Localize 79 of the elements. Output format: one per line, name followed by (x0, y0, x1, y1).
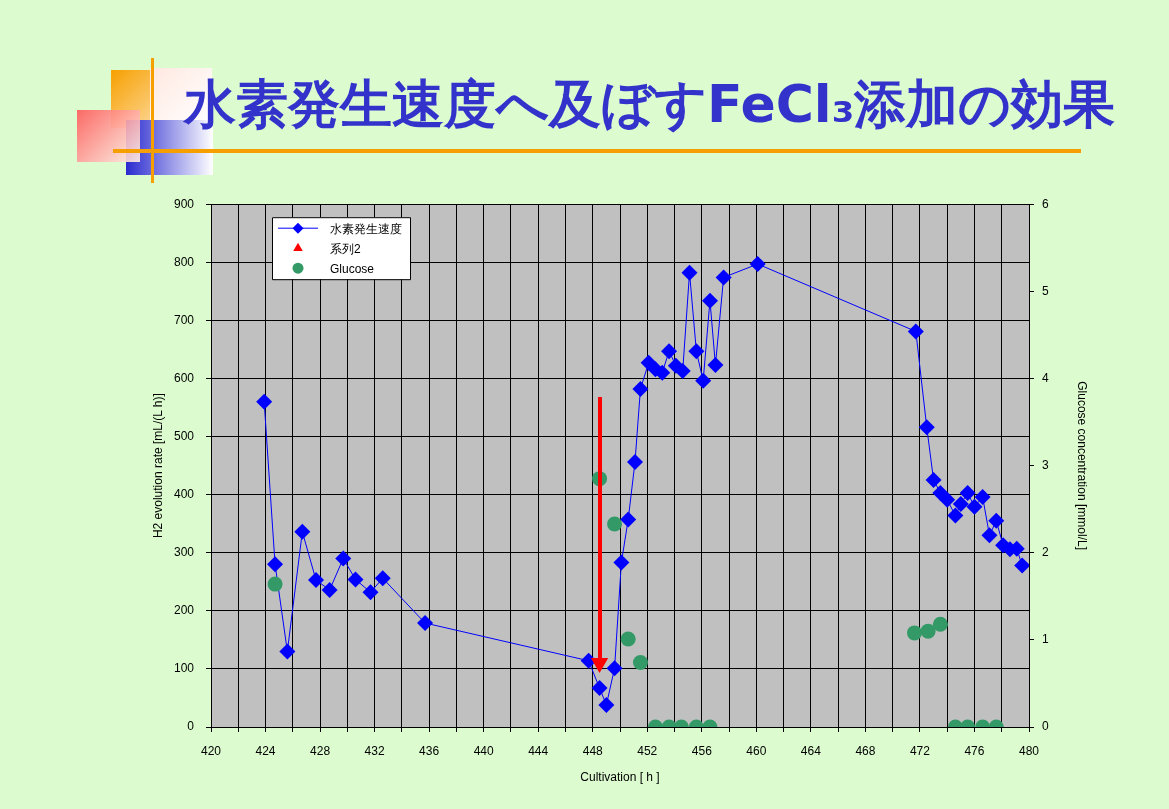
legend-label: 系列2 (330, 241, 361, 256)
point (701, 292, 718, 309)
y-tick-label: 700 (173, 312, 195, 327)
y2-tick-label: 0 (1042, 719, 1049, 734)
y2-tick-label: 4 (1042, 370, 1049, 385)
point (256, 393, 273, 410)
point (598, 696, 615, 713)
y2-tick-label: 2 (1042, 545, 1049, 560)
point (695, 372, 712, 389)
point (374, 570, 391, 587)
point (632, 380, 649, 397)
y-tick-label: 0 (187, 719, 195, 734)
point (918, 419, 935, 436)
x-tick-label: 424 (255, 743, 276, 758)
point (907, 323, 924, 340)
legend-label: 水素発生速度 (330, 221, 402, 236)
y-tick-label: 600 (173, 370, 195, 385)
point (294, 523, 311, 540)
x-tick-label: 444 (528, 743, 549, 758)
point (362, 584, 379, 601)
legend-label: Glucose (330, 261, 375, 276)
point (1014, 557, 1029, 574)
y-tick-label: 200 (173, 603, 195, 618)
x-tick-label: 456 (691, 743, 713, 758)
point (925, 472, 942, 489)
point (981, 527, 998, 544)
y2-tick-label: 6 (1042, 196, 1049, 211)
x-tick-label: 468 (855, 743, 876, 758)
y-tick-label: 500 (173, 428, 195, 443)
point (347, 571, 364, 588)
x-tick-label: 436 (419, 743, 440, 758)
point (307, 572, 324, 589)
x-tick-label: 480 (1018, 743, 1040, 758)
point (974, 488, 991, 505)
y2-tick-label: 3 (1042, 457, 1049, 472)
point (952, 495, 969, 512)
point (620, 511, 637, 528)
point (417, 615, 434, 632)
point (988, 512, 1005, 529)
point (335, 550, 352, 567)
y2-tick-label: 1 (1042, 632, 1049, 647)
y-tick-label: 900 (173, 196, 195, 211)
point (715, 269, 732, 286)
point (613, 554, 630, 571)
x-tick-label: 452 (637, 743, 658, 758)
point (959, 484, 976, 501)
point (674, 362, 691, 379)
point (591, 680, 608, 697)
y-tick-label: 100 (173, 661, 195, 676)
x-tick-label: 472 (909, 743, 931, 758)
y-tick-label: 800 (173, 254, 195, 269)
x-tick-label: 420 (200, 743, 222, 758)
x-tick-label: 460 (746, 743, 767, 758)
x-axis-title: Cultivation [ h ] (580, 770, 660, 785)
y-axis-title: H2 evolution rate [mL/(L h)] (150, 393, 165, 539)
x-tick-label: 432 (364, 743, 385, 758)
point (688, 343, 705, 360)
y2-axis-title: Glucose concentration [mmol/L] (1075, 381, 1090, 550)
point (321, 581, 338, 598)
point (947, 507, 964, 524)
point (267, 556, 284, 573)
x-tick-label: 476 (964, 743, 985, 758)
point (707, 357, 724, 374)
x-tick-label: 448 (582, 743, 604, 758)
y2-tick-label: 5 (1042, 283, 1049, 298)
y-tick-label: 400 (173, 486, 195, 501)
point (939, 491, 956, 508)
point (279, 643, 296, 660)
y-tick-label: 300 (173, 545, 195, 560)
point (966, 498, 983, 515)
point (681, 264, 698, 281)
point (661, 343, 678, 360)
point (606, 660, 623, 677)
point (749, 256, 766, 273)
x-tick-label: 464 (800, 743, 822, 758)
chart-title: 水素発生速度へ及ぼすFeCl₃添加の効果 (184, 73, 1116, 136)
point (627, 454, 643, 471)
x-tick-label: 428 (310, 743, 331, 758)
x-tick-label: 440 (473, 743, 494, 758)
